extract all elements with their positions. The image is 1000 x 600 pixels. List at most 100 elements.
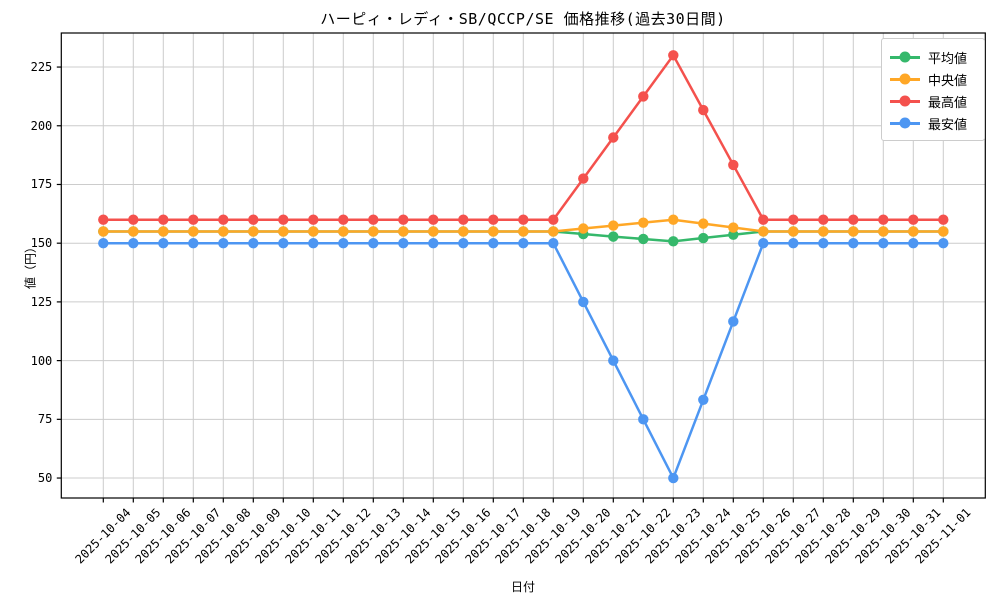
data-point-max: [218, 214, 229, 225]
legend-item-mean: 平均値: [890, 46, 976, 68]
y-tick-label: 200: [30, 118, 53, 133]
data-point-min: [488, 237, 499, 249]
data-point-median: [548, 226, 559, 237]
y-tick-label: 125: [30, 294, 53, 309]
y-axis-label: 値（円）: [23, 240, 38, 290]
data-point-median: [638, 217, 649, 228]
data-point-median: [368, 226, 379, 237]
data-point-median: [128, 226, 139, 237]
data-point-median: [608, 220, 619, 231]
data-point-min: [908, 237, 919, 249]
data-point-max: [188, 214, 199, 225]
data-point-min: [548, 237, 559, 249]
data-point-min: [758, 237, 769, 249]
data-point-max: [518, 214, 529, 225]
data-point-median: [518, 226, 529, 237]
data-point-min: [278, 237, 289, 249]
data-point-median: [938, 226, 949, 237]
data-point-max: [758, 214, 769, 225]
data-point-max: [458, 214, 469, 225]
data-point-min: [128, 237, 139, 249]
data-point-min: [248, 237, 259, 249]
data-point-median: [758, 226, 769, 237]
data-point-mean: [638, 233, 649, 245]
data-point-median: [188, 226, 199, 237]
data-point-median: [908, 226, 919, 237]
legend: 平均値中央値 最高値最安値: [881, 38, 985, 141]
legend-dot: [899, 95, 911, 107]
data-point-median: [578, 223, 589, 234]
data-point-max: [368, 214, 379, 225]
data-point-max: [788, 214, 799, 225]
data-point-max: [818, 214, 829, 225]
data-point-median: [848, 226, 859, 237]
data-point-max: [908, 214, 919, 225]
legend-item-max: 最高値: [890, 90, 976, 112]
data-point-min: [428, 237, 439, 249]
data-point-max: [158, 214, 169, 225]
data-point-min: [698, 394, 709, 405]
data-point-min: [368, 237, 379, 249]
data-point-median: [338, 226, 349, 237]
data-point-max: [398, 214, 409, 225]
data-point-min: [788, 237, 799, 249]
data-point-median: [308, 226, 319, 237]
data-point-median: [788, 226, 799, 237]
legend-label: 最安値: [928, 117, 968, 133]
data-point-min: [668, 472, 679, 484]
data-point-max: [278, 214, 289, 225]
data-point-min: [728, 316, 739, 327]
x-axis-label: 日付: [510, 580, 535, 594]
data-point-min: [818, 237, 829, 249]
data-point-median: [428, 226, 439, 237]
data-point-median: [278, 226, 289, 237]
legend-dot: [899, 117, 911, 129]
data-point-mean: [698, 232, 709, 244]
data-point-max: [308, 214, 319, 225]
y-tick-label: 100: [30, 353, 53, 368]
data-point-mean: [668, 236, 679, 247]
data-point-max: [938, 214, 949, 225]
data-point-max: [608, 132, 619, 143]
y-tick-label: 50: [37, 471, 53, 486]
data-point-median: [458, 226, 469, 237]
data-point-max: [698, 104, 709, 116]
y-tick-label: 150: [30, 236, 53, 251]
data-point-min: [608, 355, 619, 366]
data-point-max: [668, 50, 679, 61]
data-point-max: [578, 173, 589, 184]
chart-title: ハーピィ・レディ・SB/QCCP/SE 価格推移(過去30日間): [320, 10, 726, 28]
legend-line-marker-icon: [890, 117, 920, 129]
data-point-min: [338, 237, 349, 249]
legend-dot: [899, 51, 911, 63]
y-tick-label: 225: [30, 60, 53, 75]
y-tick-label: 75: [37, 412, 53, 427]
data-point-max: [728, 159, 739, 171]
data-point-median: [728, 222, 739, 233]
data-point-min: [98, 237, 109, 249]
legend-item-min: 最安値: [890, 112, 976, 134]
data-point-median: [668, 214, 679, 225]
data-point-max: [248, 214, 259, 225]
data-point-median: [218, 226, 229, 237]
data-point-median: [818, 226, 829, 237]
data-point-min: [878, 237, 889, 249]
data-point-max: [488, 214, 499, 225]
data-point-median: [698, 218, 709, 229]
data-point-median: [248, 226, 259, 237]
data-point-min: [578, 296, 589, 308]
legend-line-marker-icon: [890, 73, 920, 85]
data-point-max: [878, 214, 889, 225]
data-point-max: [338, 214, 349, 225]
legend-line-marker-icon: [890, 95, 920, 107]
data-point-min: [458, 237, 469, 249]
data-point-max: [98, 214, 109, 225]
data-point-max: [128, 214, 139, 225]
data-point-median: [488, 226, 499, 237]
legend-label: 中央値: [928, 73, 968, 89]
data-point-min: [638, 414, 649, 425]
data-point-median: [398, 226, 409, 237]
data-point-median: [158, 226, 169, 237]
legend-dot: [899, 73, 911, 85]
